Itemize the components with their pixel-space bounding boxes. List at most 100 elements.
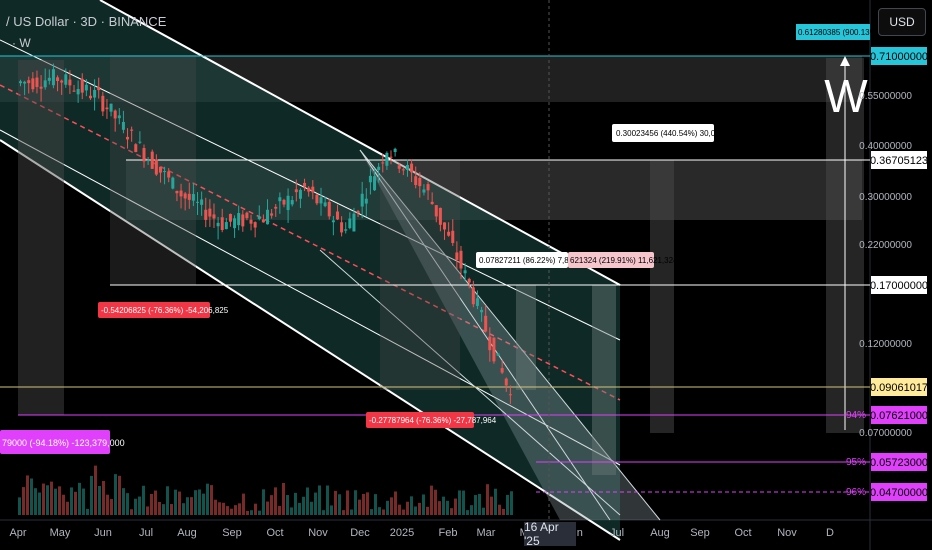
candle-body bbox=[158, 166, 162, 173]
volume-bar bbox=[62, 494, 65, 515]
candle-body bbox=[117, 115, 121, 119]
candle-body bbox=[410, 163, 414, 173]
candle-body bbox=[208, 208, 212, 217]
time-axis[interactable]: AprMayJunJulAugSepOctNovDec2025FebMarMay… bbox=[9, 527, 834, 539]
volume-bar bbox=[58, 486, 61, 515]
candle-body bbox=[171, 177, 175, 189]
volume-bar bbox=[254, 503, 257, 515]
candle-body bbox=[241, 214, 245, 227]
candle-body bbox=[463, 270, 467, 274]
volume-bar bbox=[382, 509, 385, 515]
candle-body bbox=[373, 176, 377, 191]
candle-body bbox=[39, 86, 43, 89]
candle-body bbox=[35, 77, 39, 88]
volume-bar bbox=[266, 501, 269, 515]
candle-body bbox=[282, 199, 286, 205]
candle-body bbox=[245, 212, 249, 219]
candle-body bbox=[27, 80, 31, 84]
price-tags: 0.71000000 0.36705123 0.17000000 0.09061… bbox=[870, 47, 928, 501]
volume-bar bbox=[430, 485, 433, 515]
volume-bar bbox=[414, 506, 417, 515]
volume-bar bbox=[402, 509, 405, 515]
volume-bar bbox=[310, 501, 313, 515]
candle-body bbox=[459, 250, 463, 269]
candle-body bbox=[488, 336, 492, 351]
volume-bar bbox=[242, 493, 245, 515]
candle-body bbox=[377, 166, 381, 170]
volume-bar bbox=[286, 495, 289, 515]
candle-body bbox=[150, 151, 154, 169]
candle-body bbox=[426, 184, 430, 191]
candle-body bbox=[319, 197, 323, 204]
measure-label-bg-3 bbox=[568, 252, 654, 268]
candle-body bbox=[443, 222, 447, 230]
price-tick-label: 0.40000000 bbox=[859, 141, 912, 152]
time-tick-label: Apr bbox=[9, 527, 26, 539]
tag-0-047: 0.04700000 bbox=[870, 487, 928, 499]
volume-bar bbox=[462, 490, 465, 515]
candle-body bbox=[47, 77, 51, 81]
candle-body bbox=[508, 394, 512, 396]
candle-body bbox=[154, 159, 158, 175]
volume-bar bbox=[234, 505, 237, 515]
candle-body bbox=[19, 81, 22, 84]
volume-bar bbox=[270, 495, 273, 515]
symbol-subtitle: · W bbox=[12, 36, 31, 50]
candle-body bbox=[191, 194, 195, 201]
volume-bar bbox=[22, 487, 25, 515]
candle-body bbox=[167, 171, 171, 178]
volume-bar bbox=[150, 493, 153, 515]
candle-body bbox=[76, 89, 80, 95]
target-arrow-head bbox=[840, 56, 850, 66]
volume-bar bbox=[374, 494, 377, 515]
volume-bar bbox=[66, 501, 69, 515]
volume-bar bbox=[46, 485, 49, 515]
volume-bar bbox=[346, 490, 349, 515]
volume-bar bbox=[434, 489, 437, 515]
volume-bar bbox=[206, 483, 209, 515]
candle-body bbox=[471, 287, 475, 305]
fan-line-3 bbox=[319, 249, 621, 516]
candle-body bbox=[175, 190, 179, 194]
time-tick-label: Oct bbox=[734, 527, 751, 539]
volume-bar bbox=[478, 493, 481, 515]
volume-bar bbox=[510, 491, 513, 515]
candle-body bbox=[51, 69, 55, 86]
candle-body bbox=[331, 220, 335, 223]
volume-bar bbox=[142, 485, 145, 515]
price-tick-label: 0.55000000 bbox=[859, 91, 912, 102]
tag-bg-0-71 bbox=[871, 47, 927, 65]
candle-body bbox=[286, 195, 290, 211]
candle-body bbox=[385, 152, 389, 166]
fan-line-1 bbox=[359, 149, 661, 521]
candle-body bbox=[196, 201, 200, 203]
volume-bar bbox=[458, 490, 461, 515]
pct-label-96: -96% bbox=[843, 487, 866, 498]
volume-bar bbox=[226, 506, 229, 515]
currency-button[interactable]: USD bbox=[878, 8, 926, 36]
candle-body bbox=[401, 169, 405, 171]
volume-bar bbox=[378, 507, 381, 515]
price-axis[interactable]: 0.55000000 0.40000000 0.30000000 0.22000000… bbox=[859, 91, 912, 439]
volume-bar bbox=[366, 492, 369, 515]
tag-bg-0-047 bbox=[871, 483, 927, 501]
time-tick-label: Nov bbox=[777, 527, 797, 539]
volume-bar bbox=[386, 500, 389, 515]
tag-0-0762: 0.07621000 bbox=[870, 410, 928, 422]
volume-bar bbox=[482, 507, 485, 515]
measure-label-bg-1 bbox=[612, 124, 714, 142]
volume-bar bbox=[358, 499, 361, 515]
time-tick-label: Aug bbox=[650, 527, 670, 539]
volume-bar bbox=[298, 502, 301, 515]
measure-label-bg-0 bbox=[796, 24, 870, 40]
pct-label-94: -94% bbox=[843, 410, 866, 421]
volume-bar bbox=[422, 494, 425, 515]
candle-body bbox=[484, 315, 488, 332]
tag-0-17: 0.17000000 bbox=[870, 280, 928, 292]
volume-bar bbox=[278, 505, 281, 515]
volume-bar bbox=[214, 499, 217, 515]
volume-bar bbox=[486, 484, 489, 515]
volume-bar bbox=[118, 475, 121, 515]
candle-body bbox=[113, 110, 117, 119]
